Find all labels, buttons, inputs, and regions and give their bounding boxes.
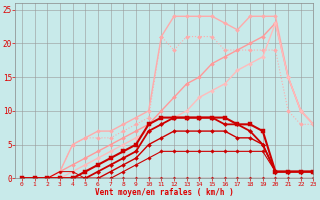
X-axis label: Vent moyen/en rafales ( km/h ): Vent moyen/en rafales ( km/h ) [95, 188, 234, 197]
